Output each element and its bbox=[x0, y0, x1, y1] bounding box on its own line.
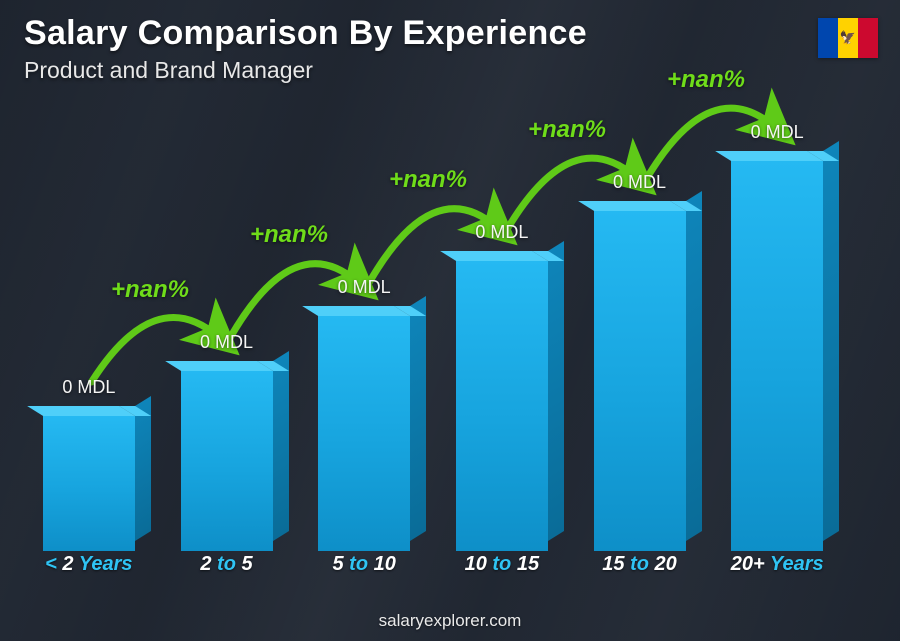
bar-front-face bbox=[456, 261, 548, 551]
chart-title: Salary Comparison By Experience bbox=[24, 14, 587, 53]
category-labels-row: < 2 Years 2 to 5 5 to 10 10 to 15 15 to 20 20… bbox=[16, 553, 850, 587]
bar-value-label: 0 MDL bbox=[570, 172, 710, 193]
category-label: 5 to 10 bbox=[301, 553, 427, 587]
category-label: 15 to 20 bbox=[577, 553, 703, 587]
bar bbox=[181, 371, 273, 551]
title-block: Salary Comparison By Experience Product … bbox=[24, 14, 587, 84]
bar-wrap: 0 MDL bbox=[301, 91, 427, 551]
bar-side-face bbox=[548, 241, 564, 541]
bar bbox=[43, 416, 135, 551]
bar-value-label: 0 MDL bbox=[294, 277, 434, 298]
bar-wrap: 0 MDL bbox=[439, 91, 565, 551]
category-label: < 2 Years bbox=[26, 553, 152, 587]
bar bbox=[318, 316, 410, 551]
bar-wrap: 0 MDL bbox=[26, 91, 152, 551]
category-label: 2 to 5 bbox=[164, 553, 290, 587]
infographic-stage: Salary Comparison By Experience Product … bbox=[0, 0, 900, 641]
bars-container: 0 MDL0 MDL0 MDL0 MDL0 MDL0 MDL bbox=[16, 91, 850, 551]
bar-front-face bbox=[181, 371, 273, 551]
delta-label: +nan% bbox=[667, 66, 745, 94]
bar-front-face bbox=[318, 316, 410, 551]
bar-front-face bbox=[43, 416, 135, 551]
category-label: 20+ Years bbox=[714, 553, 840, 587]
flag-stripe-3 bbox=[858, 18, 878, 58]
country-flag: 🦅 bbox=[818, 18, 878, 58]
bar-side-face bbox=[686, 191, 702, 541]
bar-side-face bbox=[273, 351, 289, 541]
bar-value-label: 0 MDL bbox=[19, 377, 159, 398]
chart-area: 0 MDL0 MDL0 MDL0 MDL0 MDL0 MDL < 2 Years… bbox=[16, 87, 850, 587]
bar-wrap: 0 MDL bbox=[714, 91, 840, 551]
footer-attribution: salaryexplorer.com bbox=[0, 611, 900, 631]
bar-value-label: 0 MDL bbox=[707, 122, 847, 143]
bar-wrap: 0 MDL bbox=[577, 91, 703, 551]
bar-value-label: 0 MDL bbox=[432, 222, 572, 243]
bar-wrap: 0 MDL bbox=[164, 91, 290, 551]
bar-top-face bbox=[165, 361, 273, 371]
bar-side-face bbox=[410, 296, 426, 541]
bar bbox=[594, 211, 686, 551]
bar-front-face bbox=[594, 211, 686, 551]
bar-top-face bbox=[440, 251, 548, 261]
bar-value-label: 0 MDL bbox=[157, 332, 297, 353]
bar bbox=[731, 161, 823, 551]
bar-top-face bbox=[578, 201, 686, 211]
bar bbox=[456, 261, 548, 551]
bar-side-face bbox=[135, 396, 151, 541]
bar-front-face bbox=[731, 161, 823, 551]
bar-top-face bbox=[27, 406, 135, 416]
flag-stripe-1 bbox=[818, 18, 838, 58]
bar-side-face bbox=[823, 141, 839, 541]
chart-subtitle: Product and Brand Manager bbox=[24, 57, 587, 84]
category-label: 10 to 15 bbox=[439, 553, 565, 587]
bar-top-face bbox=[715, 151, 823, 161]
flag-emblem-icon: 🦅 bbox=[840, 30, 856, 46]
bar-top-face bbox=[302, 306, 410, 316]
